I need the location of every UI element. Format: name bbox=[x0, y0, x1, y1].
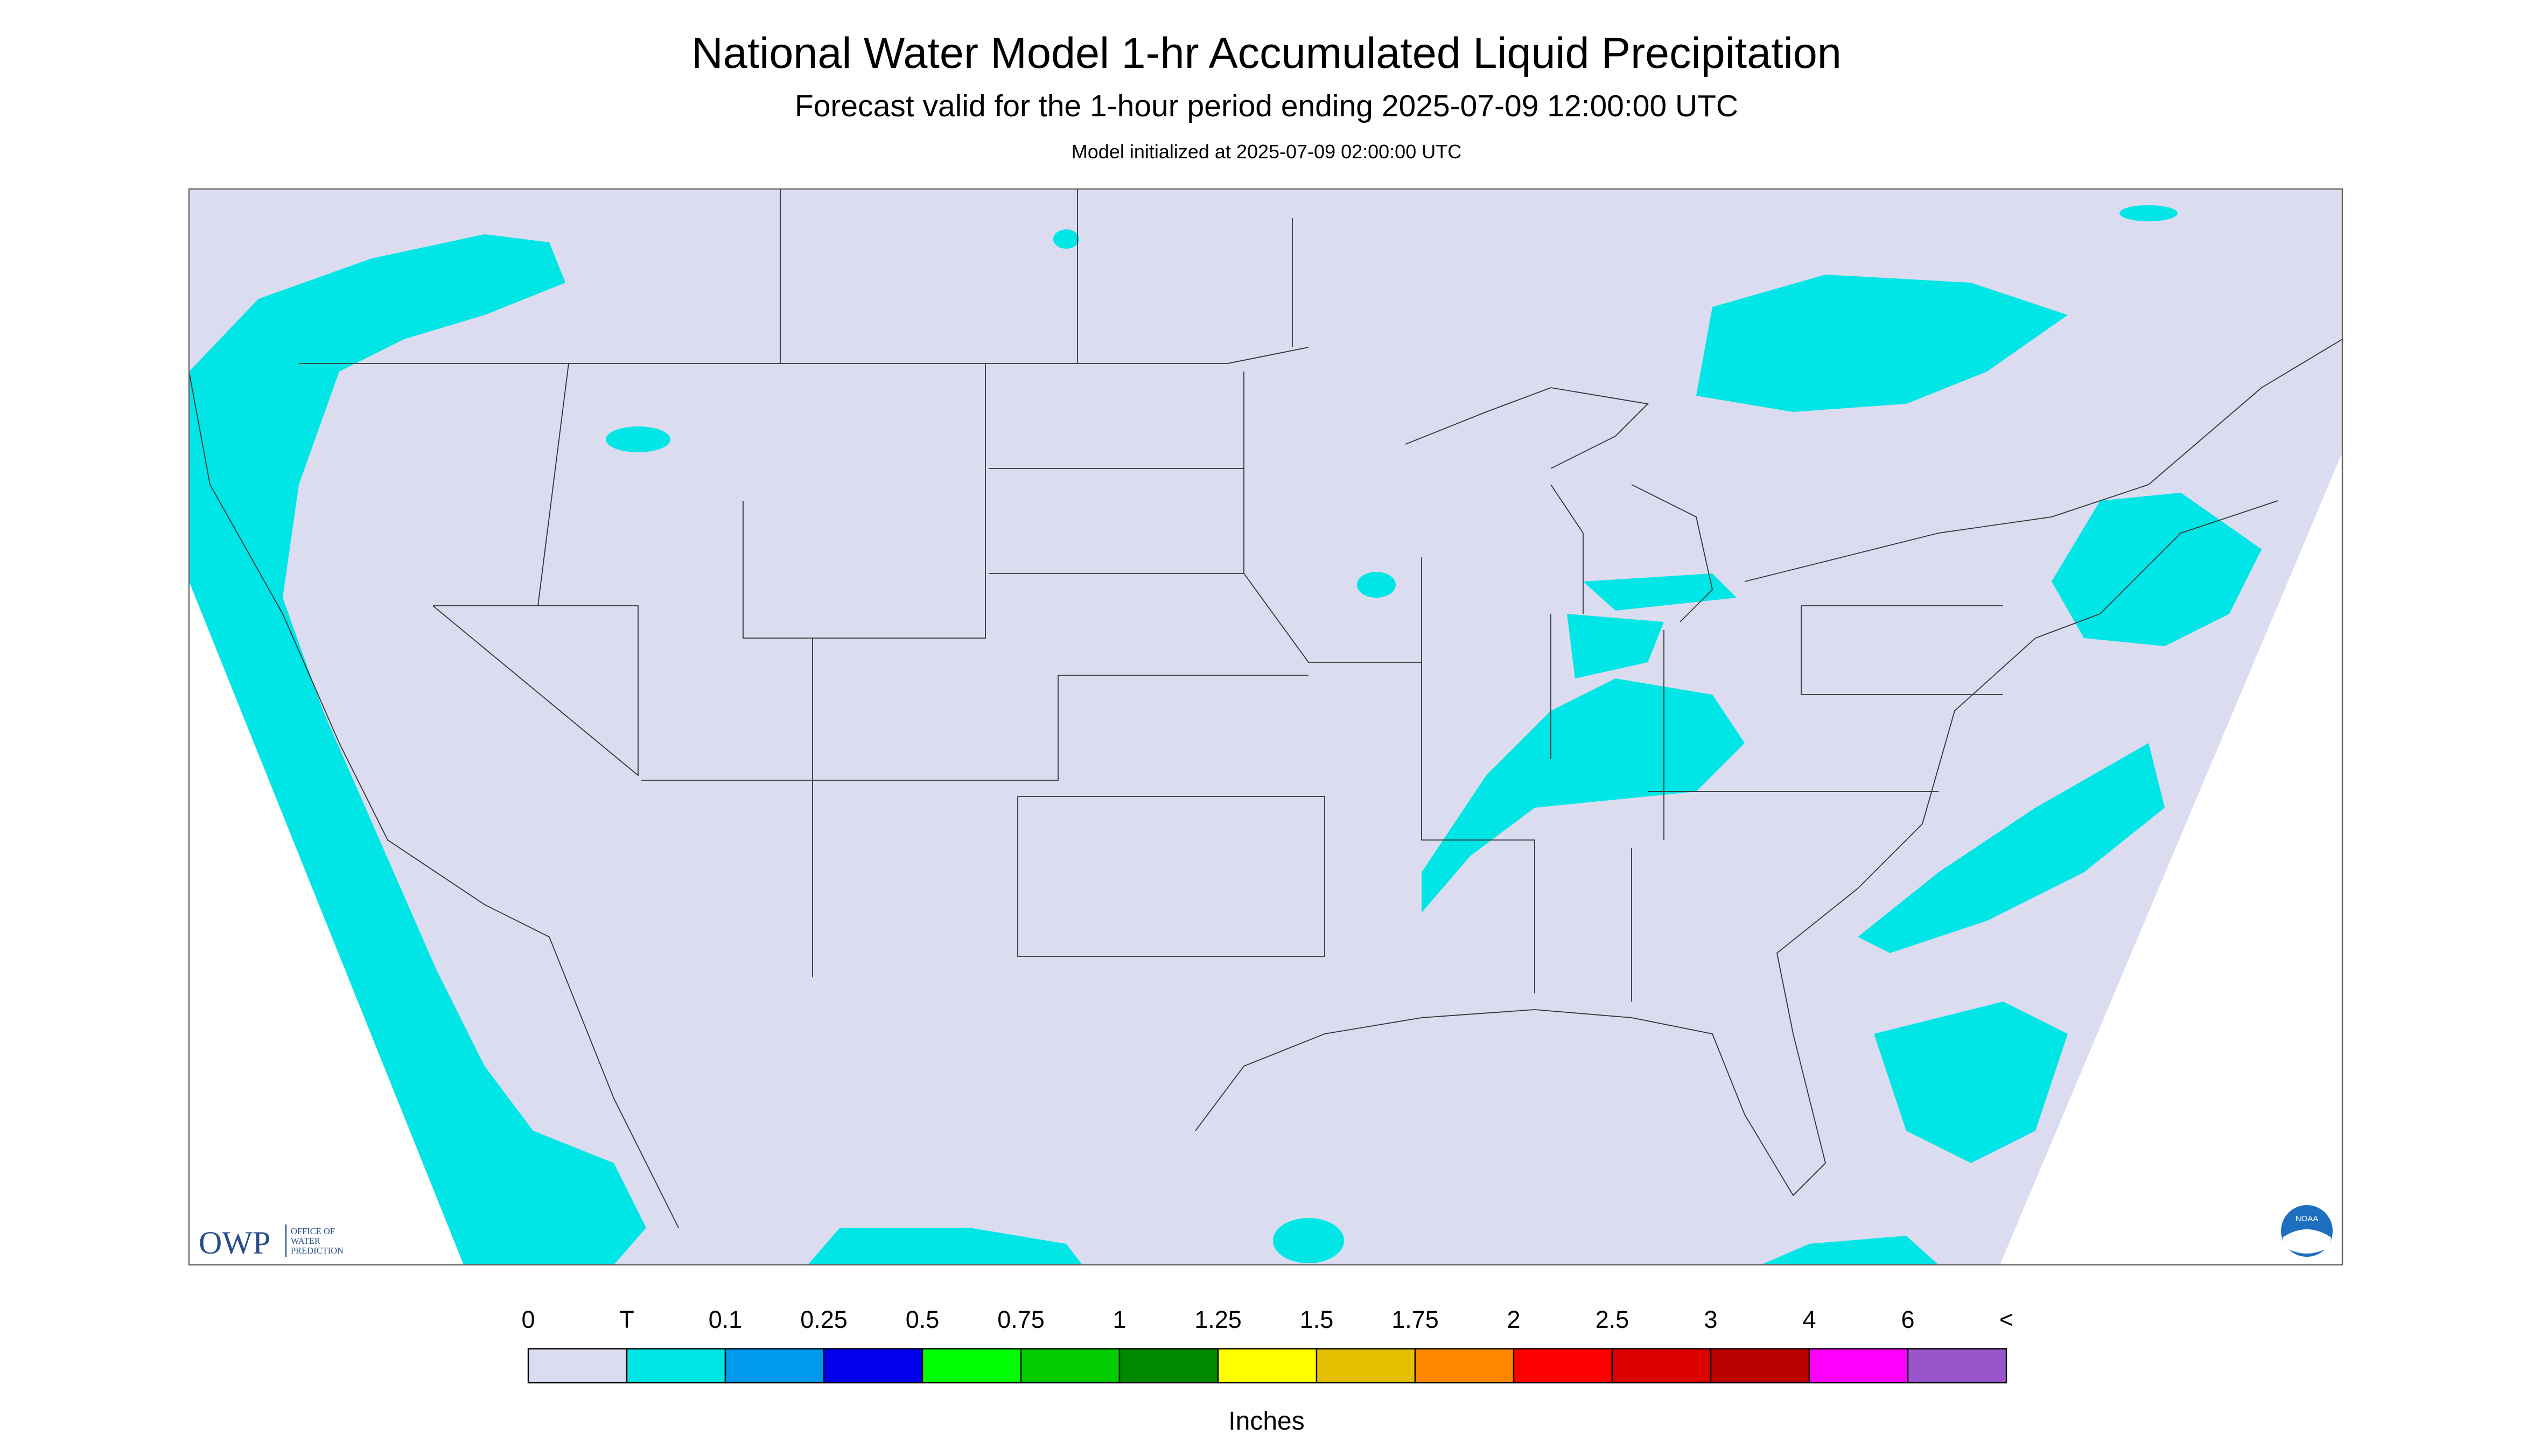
legend-swatch bbox=[1710, 1348, 1810, 1384]
legend-swatch bbox=[1217, 1348, 1318, 1384]
rain-area bbox=[1761, 1236, 1939, 1265]
legend-unit: Inches bbox=[1228, 1407, 1304, 1436]
map: OWP OFFICE OF WATER PREDICTION NOAA bbox=[188, 188, 2343, 1266]
legend-swatch bbox=[527, 1348, 628, 1384]
legend-swatch bbox=[1513, 1348, 1613, 1384]
legend-label: 0.5 bbox=[906, 1306, 940, 1333]
legend: 0 T 0.1 0.25 0.5 0.75 1 1.25 1.5 1.75 2 2.5 3 4 6 < Inch… bbox=[521, 1306, 2013, 1436]
noaa-text: NOAA bbox=[2296, 1214, 2319, 1223]
legend-swatch bbox=[1118, 1348, 1219, 1384]
rain-area bbox=[2119, 205, 2178, 222]
outside-domain bbox=[189, 582, 464, 1265]
rain-area bbox=[1696, 275, 2068, 412]
logo-text: WATER bbox=[291, 1236, 320, 1246]
legend-swatch bbox=[823, 1348, 923, 1384]
rain-core bbox=[1690, 748, 1703, 771]
legend-label: 1.5 bbox=[1300, 1306, 1334, 1333]
legend-label: < bbox=[1999, 1306, 2013, 1333]
noaa-logo: NOAA bbox=[2281, 1205, 2333, 1257]
map-frame bbox=[188, 188, 2343, 1266]
legend-label: 4 bbox=[1802, 1306, 1816, 1333]
legend-label: 1.25 bbox=[1194, 1306, 1242, 1333]
outside-domain bbox=[2000, 452, 2342, 1265]
rain-area bbox=[1858, 743, 2165, 954]
rain-area bbox=[1273, 1218, 1344, 1264]
legend-label: 0 bbox=[521, 1306, 535, 1333]
legend-swatch bbox=[626, 1348, 726, 1384]
rain-area bbox=[2052, 493, 2262, 647]
legend-swatch bbox=[1020, 1348, 1121, 1384]
logo-text: OFFICE OF bbox=[291, 1226, 335, 1236]
rain-area bbox=[1583, 573, 1737, 611]
rain-area bbox=[606, 426, 670, 453]
owp-logo: OWP OFFICE OF WATER PREDICTION bbox=[199, 1224, 344, 1261]
rain-area bbox=[1357, 572, 1396, 598]
legend-label: T bbox=[619, 1306, 634, 1333]
legend-swatch bbox=[1611, 1348, 1712, 1384]
legend-swatch bbox=[1414, 1348, 1515, 1384]
init-time: Model initialized at 2025-07-09 02:00:00… bbox=[1072, 141, 1461, 163]
rain-area bbox=[1567, 614, 1664, 679]
title: National Water Model 1-hr Accumulated Li… bbox=[691, 29, 1842, 78]
logo-text: PREDICTION bbox=[291, 1245, 344, 1256]
legend-label: 6 bbox=[1901, 1306, 1914, 1333]
legend-swatch bbox=[1907, 1348, 2007, 1384]
great-lakes bbox=[1405, 339, 2343, 622]
rain-core bbox=[1971, 1053, 2003, 1073]
legend-label: 1.75 bbox=[1391, 1306, 1439, 1333]
legend-swatch bbox=[921, 1348, 1022, 1384]
noaa-wave bbox=[2283, 1229, 2331, 1254]
precip-areas bbox=[189, 205, 2262, 1265]
rain-area bbox=[1874, 1002, 2068, 1164]
legend-label: 2.5 bbox=[1596, 1306, 1629, 1333]
legend-swatch bbox=[1808, 1348, 1909, 1384]
legend-label: 1 bbox=[1112, 1306, 1126, 1333]
border bbox=[299, 189, 2003, 1002]
legend-label: 0.1 bbox=[709, 1306, 743, 1333]
rain-area bbox=[1053, 229, 1079, 249]
legend-label: 2 bbox=[1507, 1306, 1520, 1333]
legend-label: 0.75 bbox=[997, 1306, 1045, 1333]
rain-area bbox=[189, 234, 646, 1265]
rain-area bbox=[808, 1228, 1082, 1265]
coastline bbox=[188, 371, 2278, 1228]
logo-abbr: OWP bbox=[199, 1225, 270, 1261]
legend-swatch bbox=[724, 1348, 825, 1384]
subtitle: Forecast valid for the 1-hour period end… bbox=[795, 89, 1738, 123]
legend-label: 0.25 bbox=[800, 1306, 848, 1333]
legend-swatch bbox=[1316, 1348, 1416, 1384]
state-boundaries bbox=[188, 189, 2343, 1228]
legend-label: 3 bbox=[1704, 1306, 1717, 1333]
